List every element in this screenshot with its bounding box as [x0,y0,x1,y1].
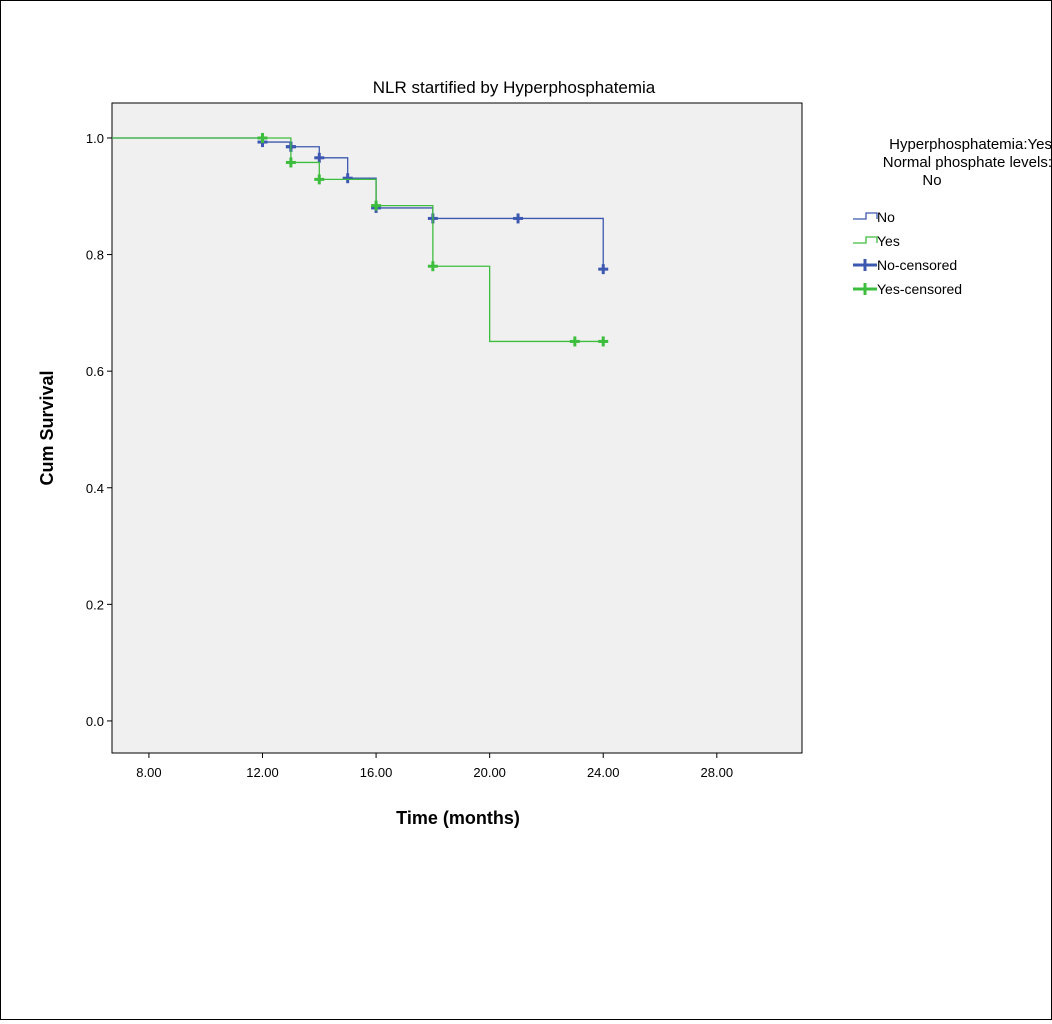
y-tick-label: 0.8 [86,248,104,263]
legend-swatch-no-censored [853,259,877,271]
censor-marker-yes [285,157,296,168]
legend-title-line-1: Hyperphosphatemia:Yes [889,136,1051,153]
x-tick-label: 20.00 [473,765,506,780]
x-tick-label: 8.00 [136,765,161,780]
legend-title-line-2: Normal phosphate levels: [883,154,1051,171]
legend-title-line-3: No [922,172,941,189]
censor-marker-no [513,213,524,224]
legend-swatch-no [853,212,878,220]
legend-label-yes-censored: Yes-censored [877,281,962,297]
legend-label-yes: Yes [877,233,900,249]
legend-entries: No Yes No-censored Yes-censored [853,209,962,297]
censor-marker-yes [598,336,609,347]
legend-swatch-yes-censored [853,283,877,295]
legend-item-no-censored: No-censored [853,257,957,273]
y-tick-label: 0.4 [86,481,104,496]
legend: Hyperphosphatemia:Yes Normal phosphate l… [853,136,1052,297]
censor-marker-yes [257,132,268,143]
legend-label-no-censored: No-censored [877,257,957,273]
x-tick-label: 28.00 [701,765,734,780]
y-axis: 0.0 0.2 0.4 0.6 0.8 1.0 [86,131,112,729]
legend-item-no: No [853,209,895,225]
x-axis: 8.00 12.00 16.00 20.00 24.00 28.00 [136,753,733,780]
y-tick-label: 0.6 [86,364,104,379]
x-tick-label: 12.00 [246,765,279,780]
y-tick-label: 0.2 [86,597,104,612]
censor-marker-yes [371,200,382,211]
y-tick-label: 0.0 [86,714,104,729]
legend-label-no: No [877,209,895,225]
plot-area [111,102,803,754]
censor-marker-no [342,173,353,184]
series-layer [112,132,609,347]
censor-marker-yes [569,336,580,347]
legend-item-yes: Yes [853,233,900,249]
legend-swatch-yes [853,236,878,244]
x-axis-label: Time (months) [396,808,520,828]
censor-marker-no [598,264,609,275]
y-tick-label: 1.0 [86,131,104,146]
chart-title: NLR startified by Hyperphosphatemia [373,78,656,97]
legend-item-yes-censored: Yes-censored [853,281,962,297]
y-axis-label: Cum Survival [37,370,57,485]
censor-marker-no [314,152,325,163]
x-tick-label: 16.00 [360,765,393,780]
censor-marker-yes [314,174,325,185]
censor-marker-yes [427,261,438,272]
x-tick-label: 24.00 [587,765,620,780]
